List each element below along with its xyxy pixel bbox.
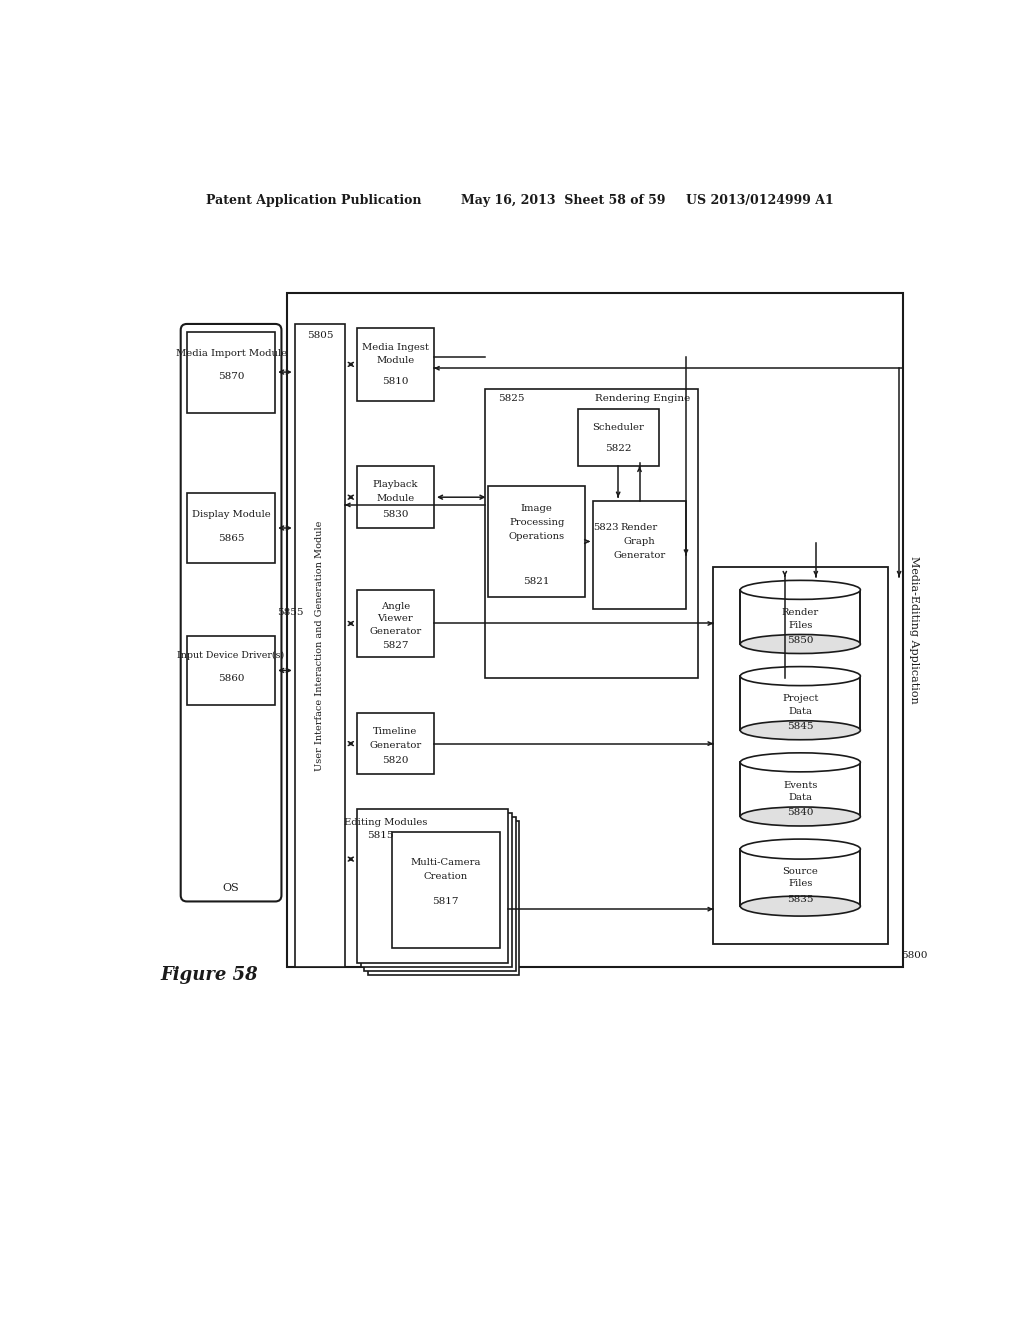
Text: Processing: Processing <box>509 519 564 527</box>
Bar <box>578 409 658 466</box>
Text: Module: Module <box>376 356 415 366</box>
Text: Input Device Driver(s): Input Device Driver(s) <box>177 651 285 660</box>
Text: 5817: 5817 <box>432 898 459 906</box>
Bar <box>488 486 586 598</box>
Text: 5850: 5850 <box>787 636 813 645</box>
Text: Display Module: Display Module <box>191 511 270 519</box>
Text: Rendering Engine: Rendering Engine <box>595 395 690 403</box>
Text: 5B05: 5B05 <box>306 331 334 341</box>
Bar <box>287 293 903 966</box>
Text: Generator: Generator <box>370 741 422 750</box>
Text: Scheduler: Scheduler <box>592 424 644 433</box>
Text: User Interface Interaction and Generation Module: User Interface Interaction and Generatio… <box>315 520 325 771</box>
Text: May 16, 2013  Sheet 58 of 59: May 16, 2013 Sheet 58 of 59 <box>461 194 666 207</box>
Bar <box>356 713 434 775</box>
Text: Image: Image <box>521 504 553 513</box>
Bar <box>187 636 275 705</box>
Text: 5805: 5805 <box>306 331 333 341</box>
Text: 5835: 5835 <box>787 895 813 904</box>
Text: 5860: 5860 <box>218 673 245 682</box>
Text: Files: Files <box>788 879 812 888</box>
Bar <box>740 763 860 817</box>
Text: 5822: 5822 <box>605 445 632 453</box>
Text: Generator: Generator <box>370 627 422 636</box>
Ellipse shape <box>740 752 860 772</box>
Ellipse shape <box>740 896 860 916</box>
Text: 5800: 5800 <box>900 950 927 960</box>
Text: Source: Source <box>782 867 818 876</box>
Text: Files: Files <box>788 620 812 630</box>
Bar <box>740 590 860 644</box>
Text: 5845: 5845 <box>787 722 813 731</box>
Ellipse shape <box>740 635 860 653</box>
Ellipse shape <box>740 721 860 739</box>
FancyBboxPatch shape <box>180 323 282 902</box>
Text: 5870: 5870 <box>218 372 245 380</box>
Text: 5855: 5855 <box>278 609 304 618</box>
Text: Playback: Playback <box>373 480 418 490</box>
Ellipse shape <box>740 667 860 685</box>
Text: Viewer: Viewer <box>378 614 414 623</box>
Bar <box>356 466 434 528</box>
Text: Render: Render <box>781 609 819 618</box>
Bar <box>356 809 508 964</box>
Text: Generator: Generator <box>613 552 666 560</box>
Text: 5825: 5825 <box>499 395 525 403</box>
Bar <box>593 502 686 609</box>
Text: OS: OS <box>222 883 240 892</box>
Bar <box>187 331 275 412</box>
Text: Graph: Graph <box>624 537 655 546</box>
Text: Module: Module <box>376 494 415 503</box>
Text: 5865: 5865 <box>218 533 245 543</box>
Text: Multi-Camera: Multi-Camera <box>411 858 481 867</box>
Text: 5830: 5830 <box>382 510 409 519</box>
Text: Data: Data <box>788 706 812 715</box>
Text: Project: Project <box>782 694 818 704</box>
Bar <box>740 849 860 906</box>
Text: Patent Application Publication: Patent Application Publication <box>206 194 421 207</box>
Bar <box>484 389 697 678</box>
Bar <box>740 676 860 730</box>
Text: Operations: Operations <box>509 532 565 541</box>
Text: Events: Events <box>783 780 817 789</box>
Text: 5815: 5815 <box>367 832 393 841</box>
Text: Data: Data <box>788 793 812 803</box>
Ellipse shape <box>740 807 860 826</box>
Text: Render: Render <box>621 524 658 532</box>
Bar <box>391 832 500 948</box>
Text: Media-Editing Application: Media-Editing Application <box>909 556 919 704</box>
Text: 5840: 5840 <box>787 808 813 817</box>
Text: Media Ingest: Media Ingest <box>361 343 429 351</box>
Text: Media Import Module: Media Import Module <box>175 348 287 358</box>
Bar <box>187 494 275 562</box>
Text: Figure 58: Figure 58 <box>161 966 258 983</box>
Bar <box>360 813 512 966</box>
Ellipse shape <box>740 581 860 599</box>
Bar <box>356 590 434 657</box>
Text: US 2013/0124999 A1: US 2013/0124999 A1 <box>686 194 834 207</box>
Ellipse shape <box>740 840 860 859</box>
Text: 5821: 5821 <box>523 577 550 586</box>
Bar <box>369 821 519 974</box>
Bar <box>365 817 515 970</box>
Text: 5820: 5820 <box>382 756 409 766</box>
Text: 5810: 5810 <box>382 378 409 387</box>
Bar <box>295 323 345 966</box>
Text: Creation: Creation <box>424 873 468 882</box>
Text: Angle: Angle <box>381 602 410 611</box>
Bar <box>356 327 434 401</box>
Text: 5827: 5827 <box>382 640 409 649</box>
Text: 5823: 5823 <box>593 524 618 532</box>
Text: Editing Modules: Editing Modules <box>344 818 428 828</box>
Text: Timeline: Timeline <box>373 727 418 735</box>
Bar <box>713 566 888 944</box>
